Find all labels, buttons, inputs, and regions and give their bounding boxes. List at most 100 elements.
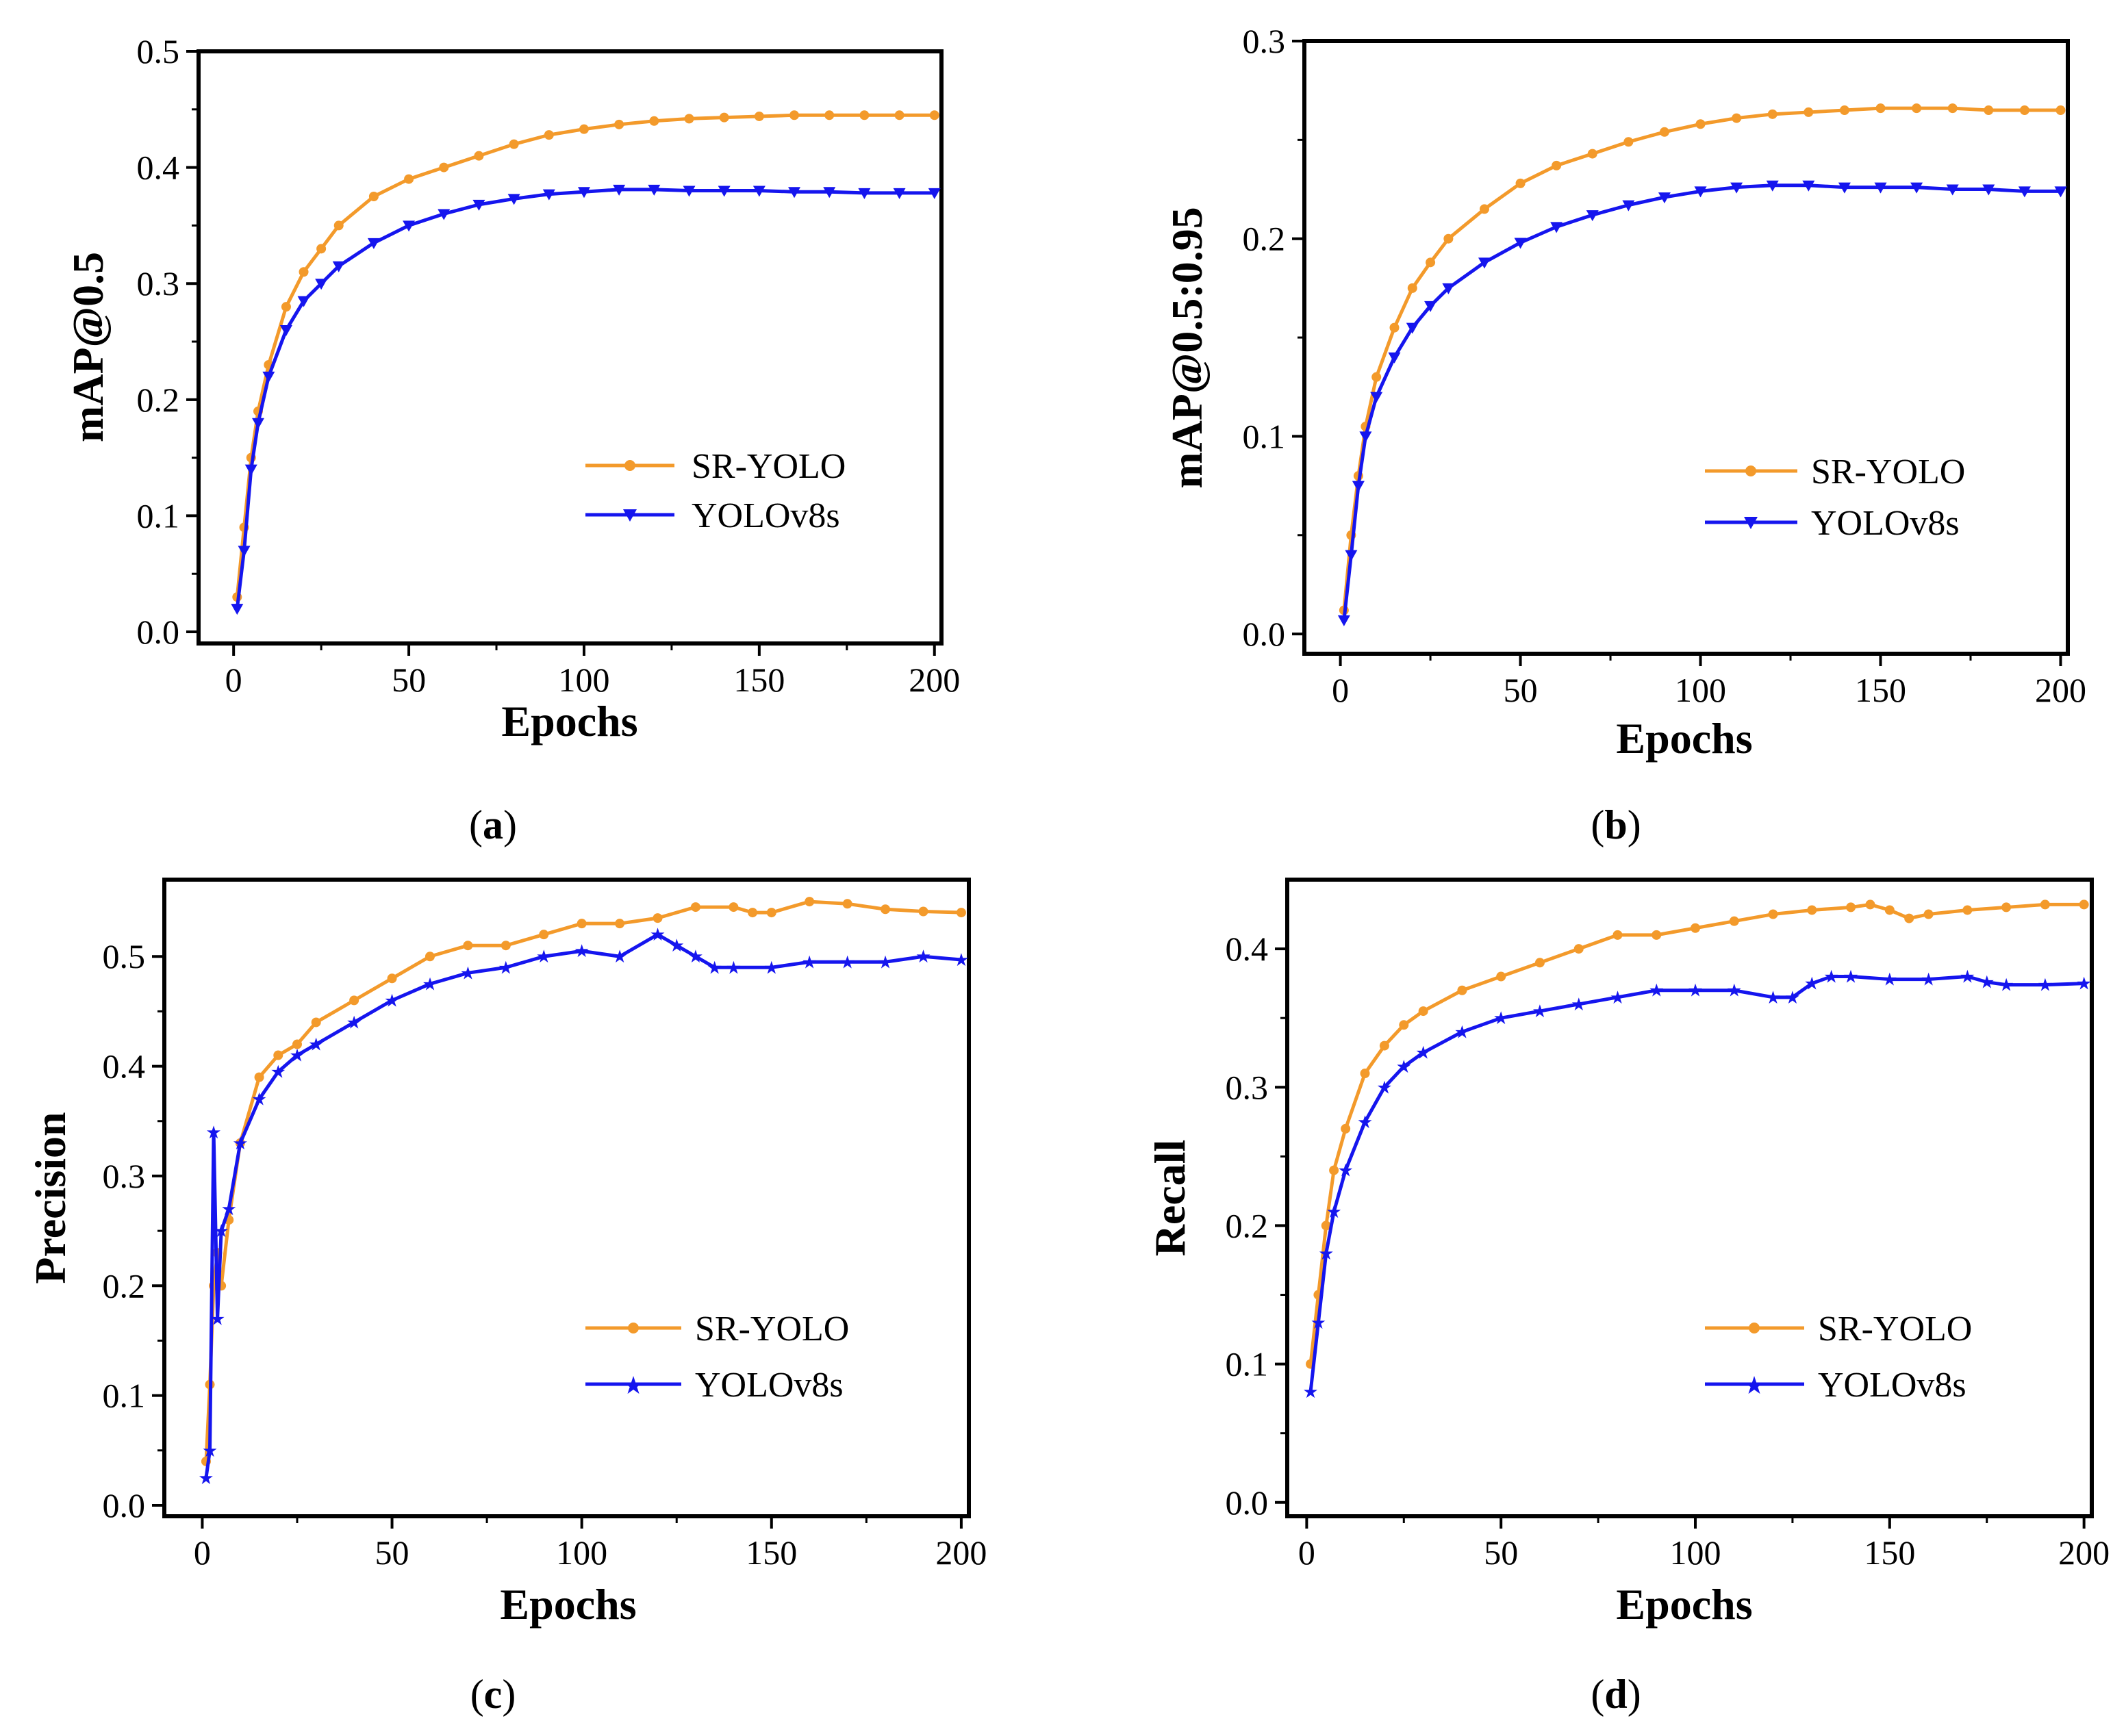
data-point-sr-yolo [254, 1072, 264, 1082]
panel-b-ylabel: mAP@0.5:0.95 [1163, 207, 1211, 488]
data-point-yolov8s: ★ [1687, 981, 1703, 1001]
data-point-yolov8s: ★ [346, 1012, 362, 1033]
data-point-yolov8s: ★ [1804, 974, 1820, 995]
y-tick-label: 0.1 [103, 1377, 146, 1415]
data-point-yolov8s [1359, 431, 1372, 443]
data-point-yolov8s: ★ [198, 1468, 214, 1489]
series-line-yolov8s [1308, 975, 2084, 1392]
data-point-sr-yolo [1341, 1123, 1351, 1134]
data-point-sr-yolo [2055, 105, 2066, 116]
x-tick-label: 150 [733, 661, 785, 699]
data-point-sr-yolo [1865, 899, 1875, 910]
data-point-sr-yolo [1552, 160, 1562, 170]
x-tick-label: 0 [194, 1533, 211, 1572]
data-point-yolov8s: ★ [289, 1046, 305, 1067]
data-point-yolov8s: ★ [384, 991, 400, 1011]
data-point-yolov8s: ★ [802, 952, 818, 973]
data-point-sr-yolo [311, 1017, 321, 1027]
panel-d-frame [1285, 878, 2094, 1518]
data-point-sr-yolo [404, 174, 414, 184]
data-point-sr-yolo [1912, 103, 1922, 114]
x-tick-label: 200 [2058, 1533, 2110, 1572]
data-point-yolov8s [1550, 222, 1563, 233]
data-point-sr-yolo [614, 119, 624, 129]
data-point-yolov8s [1370, 392, 1383, 403]
data-point-yolov8s [1982, 184, 1995, 196]
data-point-yolov8s: ★ [763, 958, 779, 978]
data-point-yolov8s: ★ [1357, 1112, 1373, 1133]
x-tick-label: 100 [556, 1533, 607, 1572]
data-point-yolov8s [1478, 257, 1491, 269]
data-point-yolov8s [1730, 182, 1743, 194]
data-point-yolov8s [1352, 481, 1365, 492]
series-line-yolov8s [235, 188, 935, 609]
data-point-sr-yolo [1884, 905, 1895, 915]
data-point-sr-yolo [789, 110, 800, 120]
data-point-yolov8s: ★ [1493, 1008, 1509, 1029]
data-point-sr-yolo [1729, 916, 1739, 926]
data-point-yolov8s [262, 371, 275, 383]
data-point-yolov8s: ★ [1415, 1043, 1431, 1064]
data-point-yolov8s [1910, 182, 1923, 194]
panel-d-ticks: 0 50 100 150 200 0.0 0.1 0.2 0.3 0.4 [1226, 930, 2110, 1572]
data-point-yolov8s [648, 184, 661, 196]
panel-b-ticks: 0 50 100 150 200 0.0 0.1 0.2 0.3 [1243, 22, 2086, 709]
panel-c-frame [162, 878, 971, 1518]
data-point-yolov8s [332, 261, 345, 272]
legend-marker-yolov8s [1744, 517, 1758, 529]
x-tick-label: 0 [1298, 1533, 1315, 1572]
data-point-sr-yolo [333, 220, 344, 231]
data-point-yolov8s: ★ [1784, 988, 1800, 1008]
x-tick-label: 100 [1670, 1533, 1721, 1572]
data-point-sr-yolo [544, 130, 554, 140]
data-point-sr-yolo [956, 908, 966, 918]
data-point-sr-yolo [368, 192, 379, 202]
data-point-sr-yolo [653, 913, 663, 923]
y-tick-label: 0.4 [103, 1047, 146, 1086]
data-point-yolov8s: ★ [1726, 981, 1742, 1001]
data-point-yolov8s: ★ [1610, 988, 1625, 1008]
legend-marker-yolov8s [623, 509, 637, 522]
x-tick-label: 100 [1675, 671, 1726, 709]
data-point-yolov8s [238, 546, 251, 557]
data-point-sr-yolo [1947, 103, 1958, 114]
panel-a-xlabel: Epochs [501, 697, 637, 745]
panel-a: 0 50 100 150 200 0.0 0.1 0.2 0.3 0.4 0.5 Epochs mA… [64, 32, 960, 847]
data-point-sr-yolo [1659, 127, 1669, 137]
x-tick-label: 150 [1864, 1533, 1915, 1572]
x-tick-label: 50 [392, 661, 426, 699]
data-point-sr-yolo [1587, 149, 1597, 159]
data-point-yolov8s [718, 186, 731, 197]
data-point-sr-yolo [2079, 899, 2089, 910]
data-point-sr-yolo [1962, 905, 1973, 915]
data-point-yolov8s [858, 188, 871, 199]
panel-a-frame [197, 49, 944, 646]
data-point-yolov8s [1946, 184, 1959, 196]
legend-label-sr-yolo: SR-YOLO [1818, 1310, 1972, 1349]
panel-a-ylabel: mAP@0.5 [64, 252, 112, 442]
y-tick-label: 0.0 [137, 613, 180, 651]
data-point-sr-yolo [349, 995, 359, 1006]
data-point-sr-yolo [509, 139, 519, 149]
data-point-sr-yolo [1360, 1069, 1370, 1079]
data-point-sr-yolo [1767, 109, 1777, 119]
data-point-yolov8s [279, 325, 292, 337]
data-point-yolov8s: ★ [915, 947, 931, 967]
legend-marker-sr-yolo [1749, 1323, 1760, 1333]
x-tick-label: 50 [1484, 1533, 1518, 1572]
series-line-sr-yolo [204, 899, 961, 1461]
data-point-sr-yolo [501, 941, 511, 951]
data-point-sr-yolo [1399, 1020, 1409, 1030]
data-point-yolov8s: ★ [210, 1309, 225, 1329]
y-tick-label: 0.5 [137, 32, 180, 71]
series-line-yolov8s [204, 932, 962, 1479]
data-point-yolov8s: ★ [1765, 988, 1781, 1008]
data-point-sr-yolo [748, 908, 758, 918]
data-point-yolov8s: ★ [308, 1035, 324, 1056]
y-tick-label: 0.2 [103, 1266, 146, 1305]
data-point-sr-yolo [463, 941, 473, 951]
data-point-sr-yolo [1846, 902, 1856, 912]
legend-marker-yolov8s: ★ [622, 1372, 644, 1400]
y-tick-label: 0.3 [1243, 22, 1286, 60]
data-point-sr-yolo [1691, 923, 1701, 933]
